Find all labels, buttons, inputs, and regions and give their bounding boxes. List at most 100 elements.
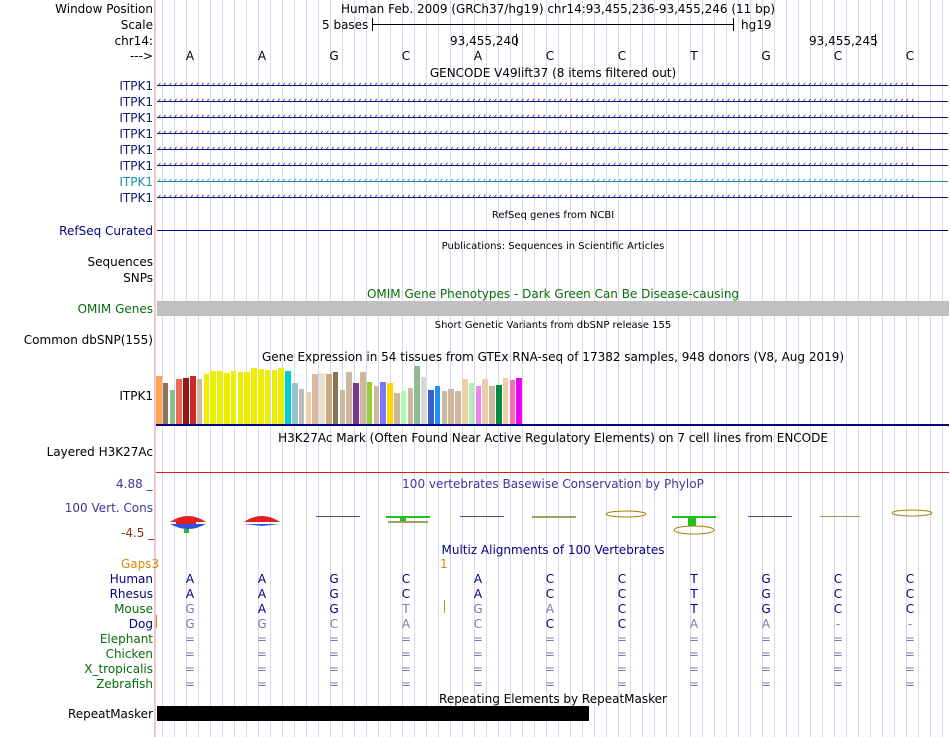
- gtex-tissue-bar[interactable]: [462, 379, 468, 424]
- gtex-tissue-bar[interactable]: [326, 374, 332, 424]
- gtex-tissue-bar[interactable]: [217, 371, 223, 424]
- gtex-tissue-bar[interactable]: [169, 390, 176, 424]
- gtex-tissue-bar[interactable]: [292, 383, 298, 424]
- gtex-tissue-bar[interactable]: [278, 368, 284, 424]
- gtex-tissue-bar[interactable]: [271, 370, 278, 424]
- gencode-item-feature[interactable]: ‹‹‹‹‹‹‹‹‹‹‹‹‹‹‹‹‹‹‹‹‹‹‹‹‹‹‹‹‹‹‹‹‹‹‹‹‹‹‹‹…: [157, 192, 948, 203]
- refseq-label[interactable]: RefSeq Curated: [59, 224, 153, 238]
- gtex-tissue-bar[interactable]: [203, 374, 210, 424]
- gtex-tissue-bar[interactable]: [285, 371, 291, 424]
- publications-title[interactable]: Publications: Sequences in Scientific Ar…: [441, 241, 665, 252]
- gtex-tissue-bar[interactable]: [196, 379, 203, 424]
- gencode-item-feature[interactable]: ‹‹‹‹‹‹‹‹‹‹‹‹‹‹‹‹‹‹‹‹‹‹‹‹‹‹‹‹‹‹‹‹‹‹‹‹‹‹‹‹…: [157, 112, 948, 123]
- gencode-item-feature[interactable]: ‹‹‹‹‹‹‹‹‹‹‹‹‹‹‹‹‹‹‹‹‹‹‹‹‹‹‹‹‹‹‹‹‹‹‹‹‹‹‹‹…: [157, 176, 948, 187]
- gencode-item-label[interactable]: ITPK1: [119, 175, 153, 189]
- gencode-item-label[interactable]: ITPK1: [119, 79, 153, 93]
- gtex-tissue-bar[interactable]: [319, 373, 325, 424]
- gtex-tissue-bar[interactable]: [434, 386, 441, 424]
- multiz-species-label[interactable]: Elephant: [99, 632, 153, 646]
- gtex-tissue-bar[interactable]: [332, 372, 339, 424]
- gencode-item-feature[interactable]: ‹‹‹‹‹‹‹‹‹‹‹‹‹‹‹‹‹‹‹‹‹‹‹‹‹‹‹‹‹‹‹‹‹‹‹‹‹‹‹‹…: [157, 144, 948, 155]
- gtex-tissue-bar[interactable]: [441, 391, 448, 424]
- multiz-species-label[interactable]: Zebrafish: [96, 677, 153, 691]
- gtex-tissue-bar[interactable]: [190, 376, 196, 424]
- gencode-item-label[interactable]: ITPK1: [119, 95, 153, 109]
- gencode-item-label[interactable]: ITPK1: [119, 191, 153, 205]
- gencode-item-feature[interactable]: ‹‹‹‹‹‹‹‹‹‹‹‹‹‹‹‹‹‹‹‹‹‹‹‹‹‹‹‹‹‹‹‹‹‹‹‹‹‹‹‹…: [157, 128, 948, 139]
- gencode-item-label[interactable]: ITPK1: [119, 127, 153, 141]
- multiz-species-label[interactable]: Rhesus: [109, 587, 153, 601]
- gtex-tissue-bar[interactable]: [373, 386, 380, 424]
- multiz-species-label[interactable]: Chicken: [105, 647, 153, 661]
- gtex-title[interactable]: Gene Expression in 54 tissues from GTEx …: [261, 350, 845, 364]
- gencode-item-feature[interactable]: ‹‹‹‹‹‹‹‹‹‹‹‹‹‹‹‹‹‹‹‹‹‹‹‹‹‹‹‹‹‹‹‹‹‹‹‹‹‹‹‹…: [157, 80, 948, 91]
- gtex-tissue-bar[interactable]: [312, 374, 318, 424]
- publications-snps-label[interactable]: SNPs: [123, 271, 153, 285]
- multiz-species-label[interactable]: Human: [109, 572, 153, 586]
- omim-title[interactable]: OMIM Gene Phenotypes - Dark Green Can Be…: [366, 287, 740, 301]
- repeatmasker-label[interactable]: RepeatMasker: [67, 707, 153, 721]
- gtex-tissue-bar[interactable]: [224, 373, 230, 424]
- omim-feature[interactable]: [157, 301, 949, 316]
- gtex-tissue-bar[interactable]: [251, 368, 257, 424]
- gtex-tissue-bar[interactable]: [258, 369, 264, 424]
- gtex-tissue-bar[interactable]: [346, 372, 352, 424]
- multiz-species-label[interactable]: Mouse: [114, 602, 153, 616]
- gtex-tissue-bar[interactable]: [298, 389, 305, 424]
- gencode-item-feature[interactable]: ‹‹‹‹‹‹‹‹‹‹‹‹‹‹‹‹‹‹‹‹‹‹‹‹‹‹‹‹‹‹‹‹‹‹‹‹‹‹‹‹…: [157, 96, 948, 107]
- gtex-bar-chart[interactable]: [156, 364, 556, 424]
- omim-label[interactable]: OMIM Genes: [77, 302, 153, 316]
- gtex-tissue-bar[interactable]: [264, 370, 271, 424]
- phylop-conservation-glyphs[interactable]: [156, 508, 950, 538]
- gtex-tissue-bar[interactable]: [475, 386, 482, 424]
- gencode-item-label[interactable]: ITPK1: [119, 111, 153, 125]
- phylop-label[interactable]: 100 Vert. Cons: [64, 501, 153, 515]
- repeatmasker-feature[interactable]: [157, 706, 589, 721]
- gtex-tissue-bar[interactable]: [489, 386, 495, 424]
- gtex-tissue-bar[interactable]: [394, 393, 400, 424]
- phylop-title[interactable]: 100 vertebrates Basewise Conservation by…: [402, 477, 704, 491]
- dbsnp-label[interactable]: Common dbSNP(155): [23, 333, 153, 347]
- dbsnp-title[interactable]: Short Genetic Variants from dbSNP releas…: [434, 320, 672, 331]
- gtex-tissue-bar[interactable]: [156, 376, 162, 424]
- gtex-tissue-bar[interactable]: [455, 391, 461, 424]
- multiz-title[interactable]: Multiz Alignments of 100 Vertebrates: [441, 543, 665, 557]
- gtex-tissue-bar[interactable]: [380, 382, 386, 424]
- gtex-tissue-bar[interactable]: [448, 389, 454, 424]
- gtex-tissue-bar[interactable]: [360, 372, 366, 424]
- repeatmasker-title[interactable]: Repeating Elements by RepeatMasker: [439, 692, 667, 706]
- gtex-tissue-bar[interactable]: [509, 380, 516, 424]
- gtex-tissue-bar[interactable]: [183, 378, 189, 424]
- gtex-tissue-bar[interactable]: [502, 378, 509, 424]
- gencode-item-label[interactable]: ITPK1: [119, 143, 153, 157]
- gtex-tissue-bar[interactable]: [210, 371, 216, 424]
- gtex-tissue-bar[interactable]: [496, 385, 502, 424]
- gtex-label[interactable]: ITPK1: [119, 389, 153, 403]
- gencode-item-label[interactable]: ITPK1: [119, 159, 153, 173]
- gtex-tissue-bar[interactable]: [516, 378, 522, 424]
- gtex-tissue-bar[interactable]: [428, 390, 434, 424]
- gtex-tissue-bar[interactable]: [339, 390, 346, 424]
- gtex-tissue-bar[interactable]: [407, 388, 414, 424]
- gtex-tissue-bar[interactable]: [353, 383, 359, 424]
- refseq-feature[interactable]: [157, 230, 948, 231]
- multiz-species-label[interactable]: Dog: [128, 617, 153, 631]
- gtex-tissue-bar[interactable]: [387, 383, 393, 424]
- h3k27ac-label[interactable]: Layered H3K27Ac: [46, 445, 153, 459]
- publications-sequences-label[interactable]: Sequences: [87, 255, 153, 269]
- refseq-title[interactable]: RefSeq genes from NCBI: [491, 210, 615, 221]
- gtex-tissue-bar[interactable]: [414, 366, 420, 424]
- gencode-title[interactable]: GENCODE V49lift37 (8 items filtered out): [429, 66, 677, 80]
- gtex-tissue-bar[interactable]: [400, 391, 407, 424]
- gtex-tissue-bar[interactable]: [237, 372, 244, 424]
- multiz-gaps-label[interactable]: Gaps3: [121, 557, 159, 571]
- gtex-tissue-bar[interactable]: [366, 382, 373, 424]
- gtex-tissue-bar[interactable]: [305, 392, 312, 424]
- h3k27ac-signal[interactable]: [156, 472, 949, 473]
- gtex-tissue-bar[interactable]: [468, 383, 475, 424]
- gtex-tissue-bar[interactable]: [421, 377, 427, 424]
- gtex-tissue-bar[interactable]: [176, 379, 182, 424]
- gencode-item-feature[interactable]: ‹‹‹‹‹‹‹‹‹‹‹‹‹‹‹‹‹‹‹‹‹‹‹‹‹‹‹‹‹‹‹‹‹‹‹‹‹‹‹‹…: [157, 160, 948, 171]
- gtex-tissue-bar[interactable]: [230, 371, 237, 424]
- h3k27ac-title[interactable]: H3K27Ac Mark (Often Found Near Active Re…: [278, 431, 828, 445]
